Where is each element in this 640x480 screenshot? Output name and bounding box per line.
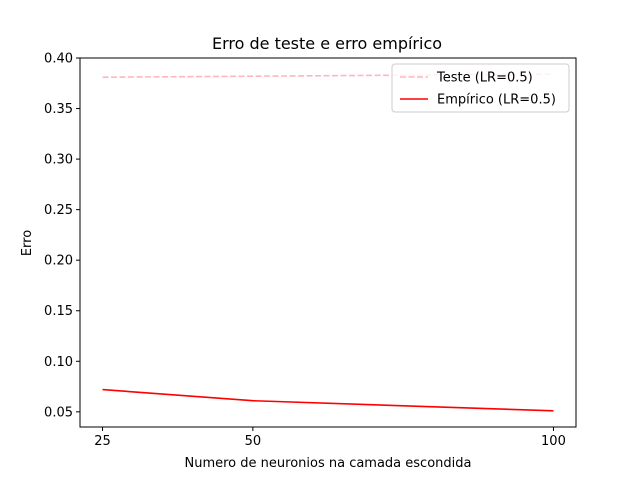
legend-label: Empírico (LR=0.5) [437, 93, 556, 108]
y-tick-label: 0.15 [44, 304, 73, 319]
x-axis-ticks: 25 50 100 [94, 427, 566, 449]
legend-box [391, 63, 570, 113]
y-axis-ticks: 0.05 0.10 0.15 0.20 0.25 0.30 0.35 0.40 [44, 52, 80, 420]
legend: Teste (LR=0.5) Empírico (LR=0.5) [391, 63, 570, 113]
x-tick-label: 50 [245, 434, 262, 449]
series-line-empirico [102, 388, 554, 412]
y-tick-label: 0.05 [44, 405, 73, 420]
y-axis-label: Erro [20, 230, 35, 256]
y-tick-label: 0.10 [44, 355, 73, 370]
x-tick-label: 25 [94, 434, 111, 449]
legend-label: Teste (LR=0.5) [436, 71, 533, 86]
x-axis-label: Numero de neuronios na camada escondida [185, 456, 472, 471]
y-tick-label: 0.35 [44, 102, 73, 117]
plot-frame [79, 57, 577, 428]
y-tick-label: 0.40 [44, 52, 73, 67]
y-tick-label: 0.20 [44, 254, 73, 269]
x-tick-label: 100 [541, 434, 566, 449]
chart-title: Erro de teste e erro empírico [212, 34, 442, 53]
y-tick-label: 0.30 [44, 153, 73, 168]
y-tick-label: 0.25 [44, 203, 73, 218]
